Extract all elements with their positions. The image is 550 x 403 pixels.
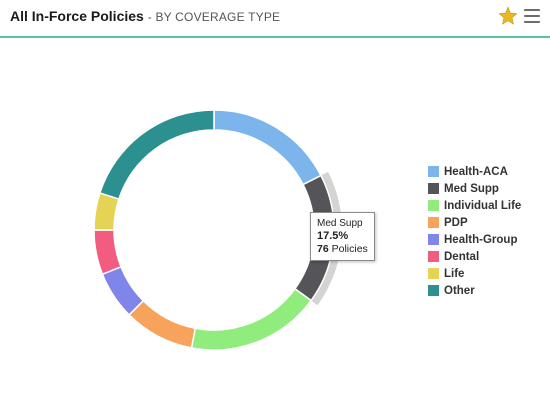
menu-icon[interactable] <box>524 9 540 23</box>
chart-legend: Health-ACA Med Supp Individual Life PDP Heal… <box>428 163 521 299</box>
legend-swatch <box>428 183 439 194</box>
chart-subtitle: - BY COVERAGE TYPE <box>147 10 281 24</box>
tooltip-count: 76 <box>317 243 329 255</box>
legend-label: PDP <box>444 216 468 229</box>
legend-item-health-aca[interactable]: Health-ACA <box>428 163 521 180</box>
legend-label: Life <box>444 267 465 280</box>
slice-health-group[interactable] <box>101 266 145 316</box>
tooltip-count-suffix: Policies <box>331 243 368 255</box>
legend-label: Health-ACA <box>444 165 508 178</box>
chart-tooltip: Med Supp 17.5% 76 Policies <box>310 212 375 261</box>
slice-pdp[interactable] <box>128 299 197 349</box>
legend-item-life[interactable]: Life <box>428 265 521 282</box>
slice-halo-med-supp <box>311 171 342 306</box>
tooltip-percent: 17.5% <box>317 230 349 242</box>
legend-item-med-supp[interactable]: Med Supp <box>428 180 521 197</box>
legend-swatch <box>428 200 439 211</box>
legend-label: Health-Group <box>444 233 518 246</box>
legend-item-health-group[interactable]: Health-Group <box>428 231 521 248</box>
tooltip-category: Med Supp <box>317 218 363 229</box>
donut-chart <box>93 109 342 351</box>
tooltip-count-line: 76 Policies <box>317 243 368 256</box>
chart-title-row: All In-Force Policies - BY COVERAGE TYPE <box>10 8 280 24</box>
legend-swatch <box>428 217 439 228</box>
slice-dental[interactable] <box>93 229 122 275</box>
legend-label: Individual Life <box>444 199 522 212</box>
star-icon[interactable] <box>498 6 518 26</box>
legend-swatch <box>428 166 439 177</box>
legend-item-dental[interactable]: Dental <box>428 248 521 265</box>
slice-individual-life[interactable] <box>190 288 312 351</box>
legend-swatch <box>428 234 439 245</box>
legend-swatch <box>428 268 439 279</box>
chart-header: All In-Force Policies - BY COVERAGE TYPE <box>0 0 550 38</box>
legend-label: Med Supp <box>444 182 499 195</box>
slice-other[interactable] <box>99 109 215 200</box>
chart-title: All In-Force Policies <box>10 8 144 24</box>
legend-item-pdp[interactable]: PDP <box>428 214 521 231</box>
slice-health-aca[interactable] <box>213 109 322 186</box>
legend-swatch <box>428 285 439 296</box>
legend-label: Dental <box>444 250 480 263</box>
legend-label: Other <box>444 284 475 297</box>
legend-swatch <box>428 251 439 262</box>
legend-item-other[interactable]: Other <box>428 282 521 299</box>
legend-item-individual-life[interactable]: Individual Life <box>428 197 521 214</box>
